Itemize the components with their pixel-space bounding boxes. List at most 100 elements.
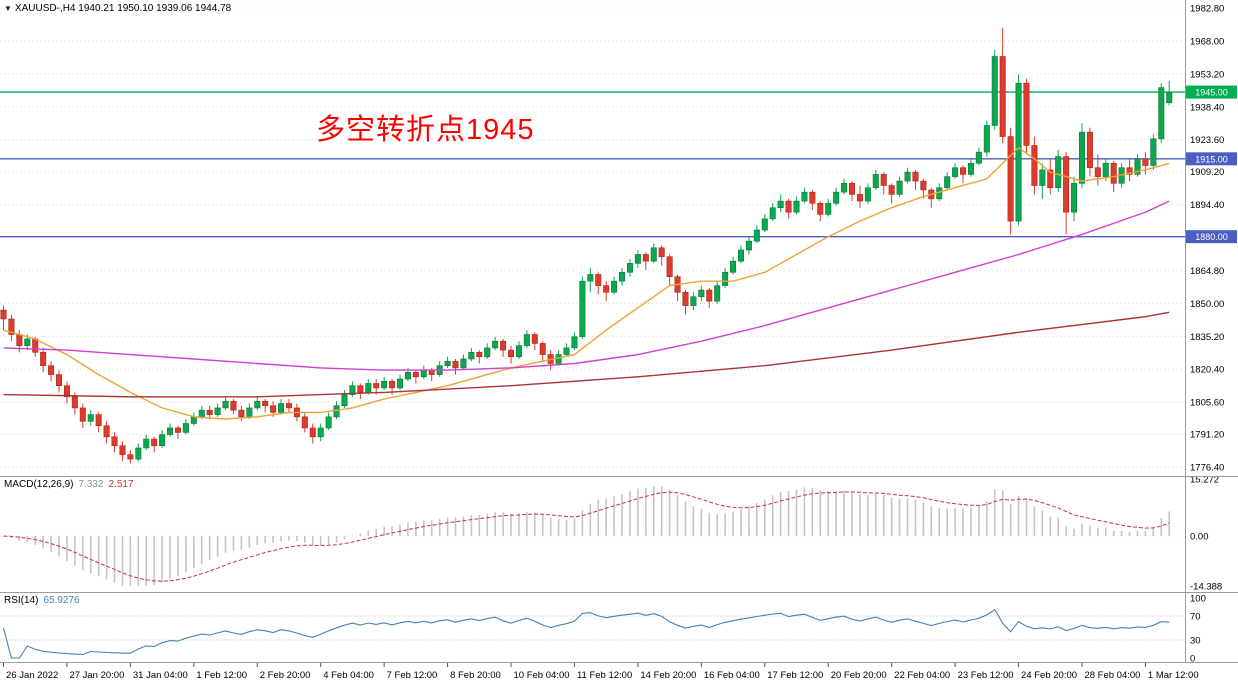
candle-body (56, 374, 63, 386)
candle-body (1007, 136, 1014, 222)
time-axis-label[interactable]: 8 Feb 20:00 (450, 670, 501, 681)
macd-histogram-bar (66, 536, 68, 561)
ma-fast-orange-line (3, 146, 1170, 420)
candle-body (634, 254, 641, 264)
time-axis-label[interactable]: 27 Jan 20:00 (69, 670, 124, 681)
macd-histogram-bar (1144, 530, 1147, 536)
macd-histogram-bar (875, 493, 877, 536)
candle-body (452, 360, 459, 369)
candle-body (24, 338, 31, 346)
candle-body (1158, 87, 1165, 140)
macd-histogram-bar (859, 494, 861, 536)
time-axis-label[interactable]: 22 Feb 04:00 (894, 670, 950, 681)
time-axis-label[interactable]: 1 Feb 12:00 (196, 670, 247, 681)
candle-body (809, 191, 816, 204)
time-axis-label[interactable]: 2 Feb 20:00 (260, 670, 311, 681)
macd-histogram-bar (541, 514, 544, 536)
candle-body (508, 349, 515, 358)
time-axis-label[interactable]: 24 Feb 20:00 (1021, 670, 1077, 681)
time-axis-label[interactable]: 23 Feb 12:00 (958, 670, 1014, 681)
candle-body (16, 334, 23, 346)
candle-body (341, 394, 348, 407)
time-axis-label[interactable]: 31 Jan 04:00 (133, 670, 188, 681)
macd-histogram-bar (993, 489, 996, 536)
candle-body (856, 194, 863, 202)
time-axis-label[interactable]: 14 Feb 20:00 (640, 670, 696, 681)
time-axis-label[interactable]: 7 Feb 12:00 (387, 670, 438, 681)
time-axis-label[interactable]: 4 Feb 04:00 (323, 670, 374, 681)
ma-mid-magenta-line (3, 200, 1170, 371)
time-axis-label[interactable]: 26 Jan 2022 (6, 670, 58, 681)
macd-histogram-bar (121, 536, 124, 586)
time-axis-label[interactable]: 1 Mar 12:00 (1148, 670, 1199, 681)
macd-histogram-bar (732, 511, 734, 536)
macd-histogram-bar (200, 536, 203, 564)
macd-histogram-bar (803, 487, 806, 536)
price-axis-label: 1953.20 (1190, 69, 1224, 80)
macd-histogram-bar (105, 536, 108, 580)
candle-body (8, 318, 15, 335)
rsi-axis-label: 0 (1190, 654, 1195, 665)
macd-histogram-bar (367, 530, 370, 536)
time-axis-label[interactable]: 28 Feb 04:00 (1084, 670, 1140, 681)
candle-body (658, 247, 665, 257)
macd-histogram-bar (446, 517, 449, 536)
macd-histogram-bar (962, 508, 964, 536)
macd-histogram-bar (438, 518, 441, 536)
macd-histogram-bar (914, 499, 917, 536)
macd-histogram-bar (565, 519, 568, 536)
macd-histogram-bar (375, 528, 378, 536)
macd-histogram-bar (42, 536, 44, 549)
candle-body (254, 400, 261, 409)
candle-body (1039, 169, 1046, 186)
candle-body (262, 400, 269, 407)
macd-histogram-bar (272, 536, 274, 543)
macd-histogram-bar (597, 500, 600, 536)
candle-body (769, 207, 776, 220)
candle-body (888, 185, 895, 195)
candle-body (484, 347, 491, 358)
macd-histogram-bar (827, 491, 830, 536)
candle-body (904, 171, 911, 182)
macd-histogram-bar (74, 536, 76, 566)
symbol-dropdown-icon[interactable]: ▼ (4, 4, 12, 13)
candle-body (167, 427, 174, 435)
macd-histogram-bar (819, 490, 822, 536)
macd-histogram-bar (882, 495, 885, 536)
macd-histogram-bar (1089, 525, 1091, 536)
candle-body (825, 203, 832, 215)
candle-body (785, 200, 792, 213)
candle-body (365, 383, 372, 393)
macd-histogram-bar (264, 536, 266, 544)
macd-histogram-bar (399, 524, 401, 536)
time-axis-label[interactable]: 16 Feb 04:00 (704, 670, 760, 681)
candle-body (48, 365, 55, 375)
macd-histogram-bar (359, 533, 362, 536)
macd-histogram-bar (240, 536, 243, 550)
candle-body (698, 289, 705, 298)
time-axis-label[interactable]: 10 Feb 04:00 (514, 670, 570, 681)
price-axis-label: 1776.40 (1190, 463, 1224, 474)
candle-body (238, 409, 245, 418)
candle-body (952, 167, 959, 177)
candle-body (222, 400, 229, 409)
candle-body (325, 416, 332, 429)
macd-histogram-bar (113, 536, 116, 583)
candle-body (650, 247, 657, 262)
candle-body (595, 274, 602, 286)
macd-histogram-bar (335, 536, 338, 543)
annotation-text[interactable]: 多空转折点1945 (316, 114, 535, 146)
macd-histogram-bar (779, 491, 782, 536)
macd-histogram-bar (185, 536, 187, 573)
macd-histogram-bar (430, 520, 433, 536)
candle-body (40, 352, 47, 366)
candle-body (1047, 169, 1054, 189)
macd-histogram-bar (1128, 532, 1131, 536)
macd-histogram-bar (454, 517, 457, 536)
candle-body (500, 340, 507, 351)
candle-body (730, 260, 737, 273)
time-axis-label[interactable]: 17 Feb 12:00 (767, 670, 823, 681)
time-axis-label[interactable]: 11 Feb 12:00 (577, 670, 632, 681)
time-axis-label[interactable]: 20 Feb 20:00 (831, 670, 887, 681)
